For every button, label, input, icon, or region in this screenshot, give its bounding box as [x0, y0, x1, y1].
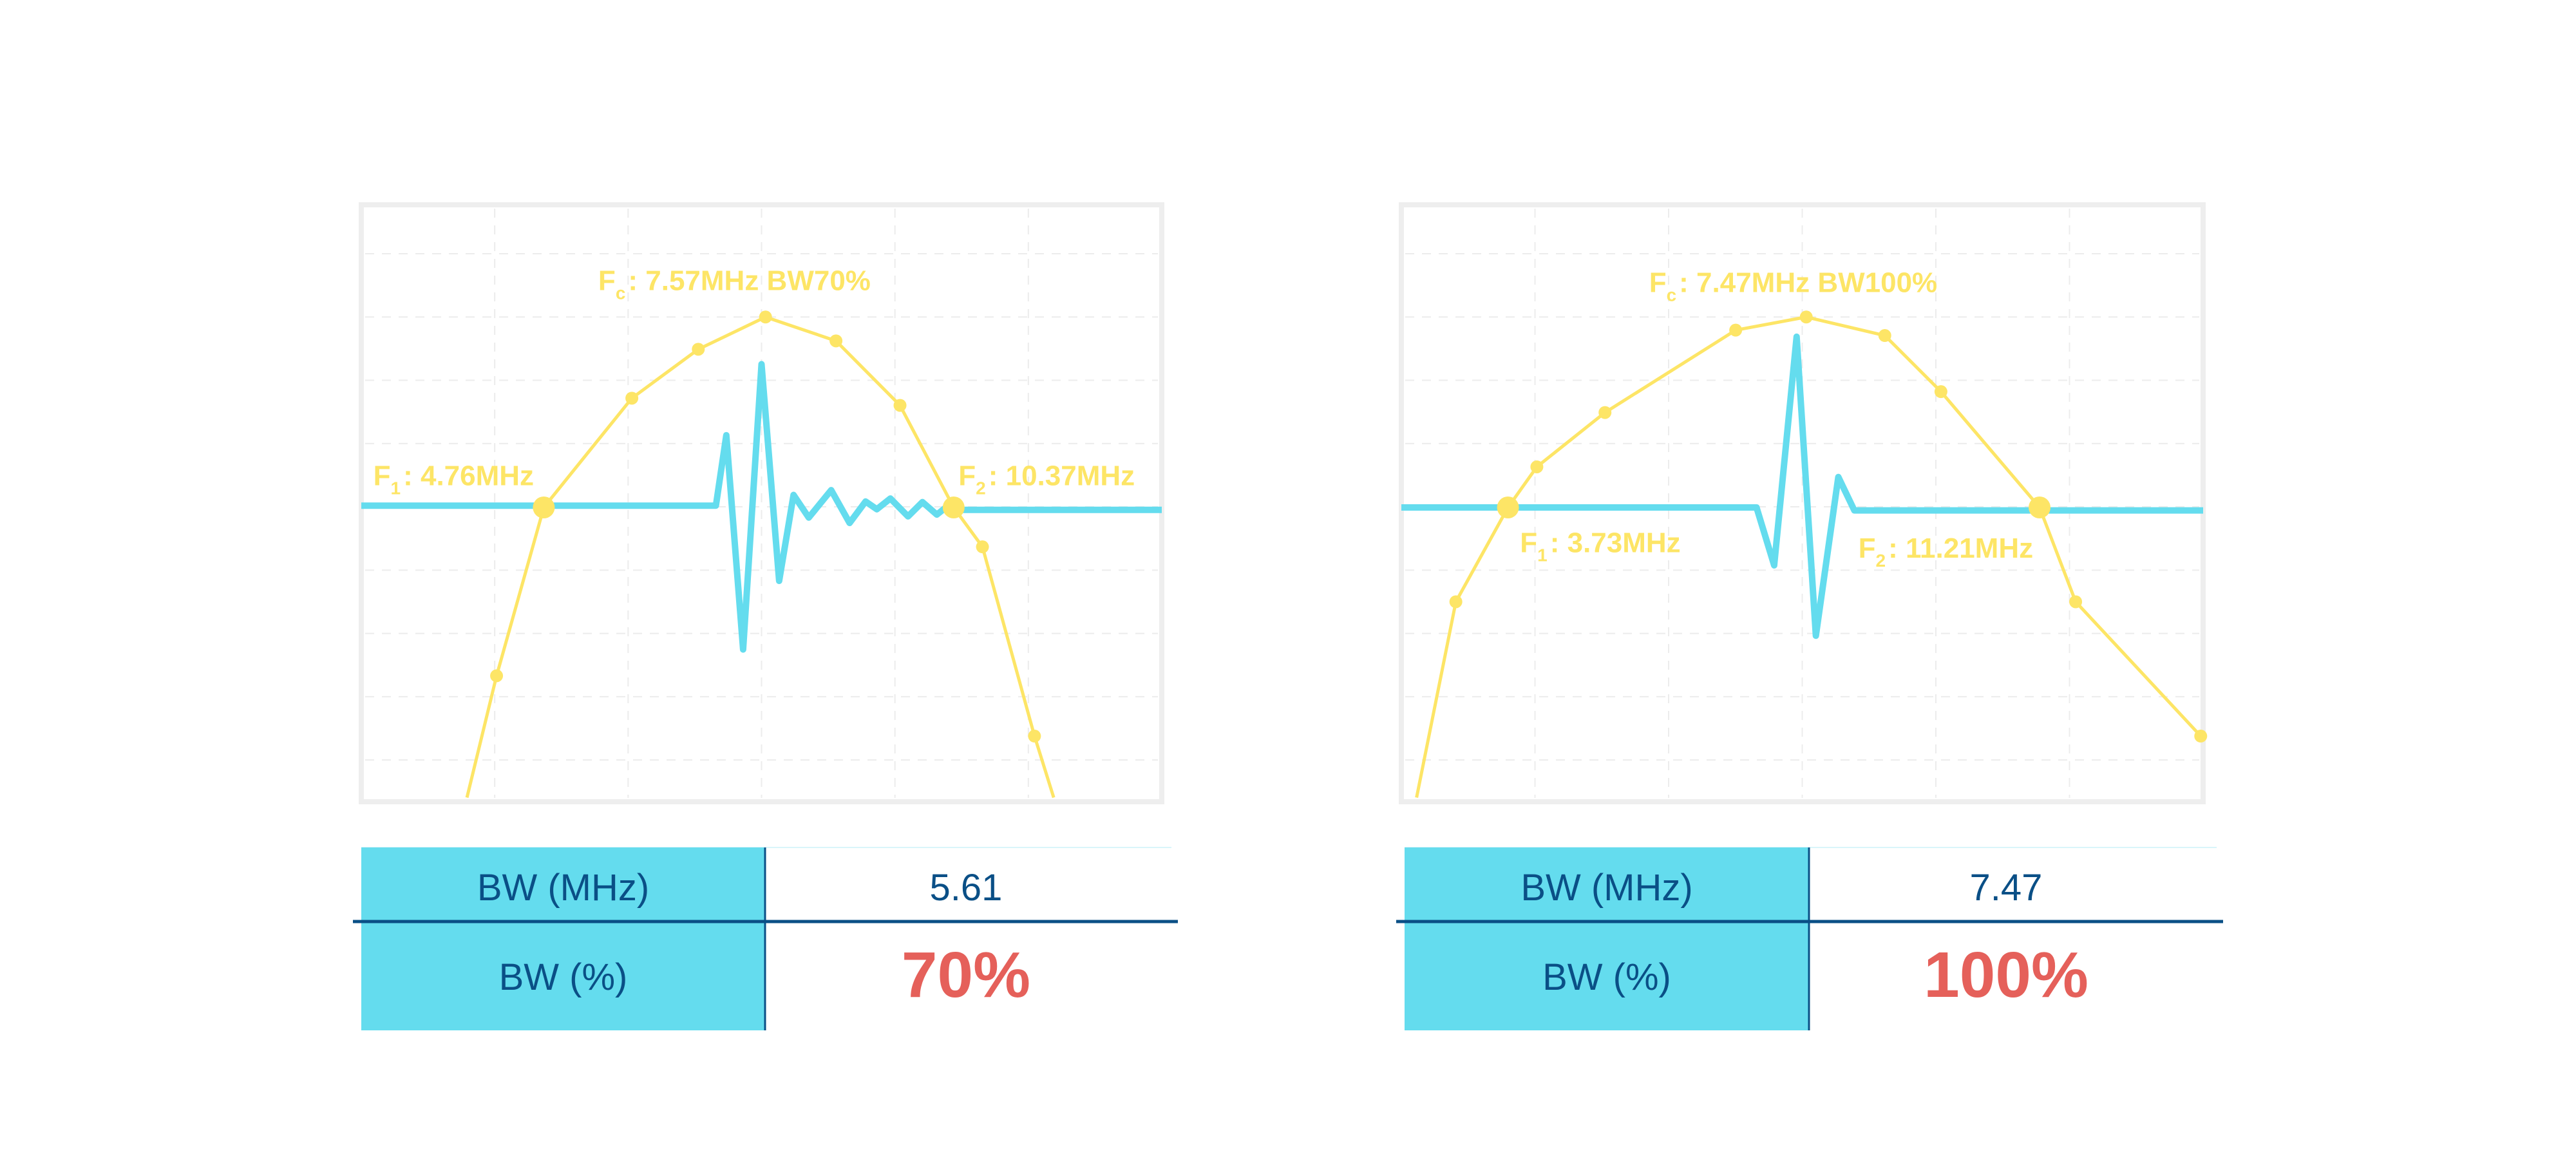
bw-percent-value: 70% — [902, 939, 1030, 1011]
bandwidth-table-1: BW (MHz) 5.61 BW (%) 70% — [353, 847, 1178, 1030]
center-frequency-label-text: : 7.47MHz BW100% — [1679, 267, 1937, 298]
center-frequency-label-subscript: c — [1667, 285, 1677, 305]
f2-label: F2: 11.21MHz — [1859, 533, 2033, 571]
chart-panel-1: Fc: 7.57MHz BW70%F1: 4.76MHz F2: 10.37MHz — [359, 202, 1164, 804]
waveform-line — [361, 361, 1162, 653]
bandwidth-table-2: BW (MHz) 7.47 BW (%) 100% — [1396, 847, 2223, 1030]
f2-label-subscript: 2 — [1876, 551, 1886, 571]
f1-label-prefix: F — [374, 460, 391, 492]
f1-label-subscript: 1 — [391, 478, 401, 498]
center-frequency-label: Fc: 7.47MHz BW100% — [1649, 267, 1937, 305]
spectrum-point — [759, 310, 772, 324]
center-frequency-label-prefix: F — [598, 265, 616, 297]
spectrum-line — [465, 315, 1056, 799]
f2-label-text: : 10.37MHz — [989, 460, 1135, 492]
f2-label-prefix: F — [1859, 533, 1876, 564]
f2-label: F2: 10.37MHz — [958, 460, 1135, 498]
spectrum-point — [692, 343, 705, 356]
spectrum-point — [1934, 385, 1947, 399]
spectrum-point — [1729, 323, 1743, 337]
spectrum-point — [490, 669, 504, 683]
spectrum-point — [2069, 595, 2083, 609]
spectrum-point — [1878, 329, 1891, 343]
table-header-column — [361, 847, 765, 1030]
spectrum-point — [1598, 406, 1612, 419]
spectrum-line — [1415, 315, 2202, 799]
spectrum-point — [1530, 460, 1544, 473]
spectrum-point — [2194, 730, 2208, 743]
spectrum-point — [893, 399, 907, 412]
bw-percent-label: BW (%) — [1542, 956, 1671, 998]
f2-label-subscript: 2 — [976, 478, 986, 498]
spectrum-point — [1799, 310, 1813, 324]
f1-label-text: : 4.76MHz — [403, 460, 534, 492]
f1-label: F1: 4.76MHz — [374, 460, 534, 498]
waveform-line — [1401, 333, 2203, 639]
f1-label: F1: 3.73MHz — [1520, 527, 1680, 565]
cutoff-point-f2 — [2029, 496, 2051, 518]
bw-percent-label: BW (%) — [499, 956, 628, 998]
bw-mhz-label: BW (MHz) — [1520, 867, 1692, 909]
center-frequency-label: Fc: 7.57MHz BW70% — [598, 265, 871, 303]
f1-label-subscript: 1 — [1537, 545, 1548, 565]
f1-label-prefix: F — [1520, 527, 1537, 559]
cutoff-point-f2 — [942, 496, 965, 518]
table-header-column — [1405, 847, 1809, 1030]
spectrum-point — [625, 392, 639, 405]
f1-label-text: : 3.73MHz — [1550, 527, 1681, 559]
spectrum-point — [1028, 730, 1041, 743]
chart-panel-2: Fc: 7.47MHz BW100%F1: 3.73MHz F2: 11.21MH… — [1399, 202, 2208, 804]
cutoff-point-f1 — [533, 496, 555, 518]
f2-label-text: : 11.21MHz — [1888, 533, 2033, 564]
spectrum-point — [829, 334, 843, 348]
spectrum-point — [1449, 595, 1463, 609]
bw-percent-value: 100% — [1924, 939, 2088, 1011]
bw-mhz-label: BW (MHz) — [477, 867, 649, 909]
center-frequency-label-subscript: c — [616, 283, 626, 303]
bw-mhz-value: 7.47 — [1970, 867, 2043, 909]
spectrum-point — [976, 540, 989, 554]
center-frequency-label-prefix: F — [1649, 267, 1667, 298]
cutoff-point-f1 — [1497, 496, 1519, 518]
f2-label-prefix: F — [958, 460, 976, 492]
center-frequency-label-text: : 7.57MHz BW70% — [628, 265, 871, 297]
bw-mhz-value: 5.61 — [930, 867, 1003, 909]
